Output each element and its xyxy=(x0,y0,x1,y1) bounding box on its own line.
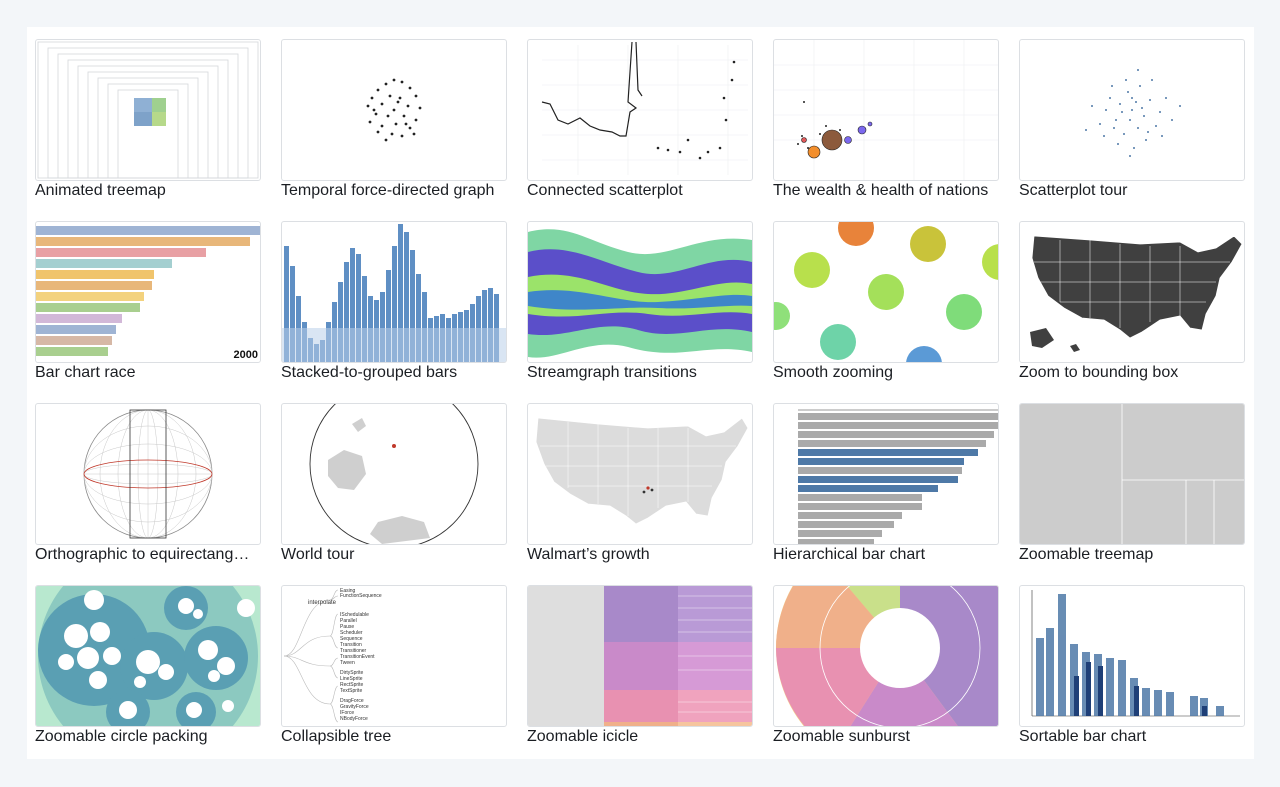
card-title: The wealth & health of nations xyxy=(773,182,989,199)
svg-text:Sequence: Sequence xyxy=(340,636,363,642)
card-temporal-force-directed-graph[interactable]: Temporal force-directed graph xyxy=(281,39,507,209)
svg-text:Transitioner: Transitioner xyxy=(340,648,367,654)
card-title: Zoomable treemap xyxy=(1019,546,1154,563)
card-collapsible-tree[interactable]: interpolate Easing FunctionSequence ISche… xyxy=(281,585,507,755)
card-title: Smooth zooming xyxy=(773,364,894,381)
svg-text:IForce: IForce xyxy=(340,710,354,716)
svg-text:Scheduler: Scheduler xyxy=(340,630,363,636)
card-hierarchical-bar-chart[interactable]: Hierarchical bar chart xyxy=(773,403,999,573)
card-title: Collapsible tree xyxy=(281,728,392,745)
orthographic-thumbnail xyxy=(35,403,261,545)
svg-text:TransitionEvent: TransitionEvent xyxy=(340,654,375,660)
bar-chart-race-thumbnail: 2000 xyxy=(35,221,261,363)
connected-scatterplot-thumbnail xyxy=(527,39,753,181)
svg-text:DirtySprite: DirtySprite xyxy=(340,670,364,676)
stacked-grouped-thumbnail xyxy=(281,221,507,363)
svg-text:TextSprite: TextSprite xyxy=(340,688,362,694)
card-scatterplot-tour[interactable]: Scatterplot tour xyxy=(1019,39,1245,209)
animated-treemap-thumbnail xyxy=(35,39,261,181)
smooth-zooming-thumbnail xyxy=(773,221,999,363)
bar-race-year: 2000 xyxy=(234,349,258,361)
card-title: Hierarchical bar chart xyxy=(773,546,926,563)
wealth-health-thumbnail xyxy=(773,39,999,181)
card-title: Temporal force-directed graph xyxy=(281,182,495,199)
circle-packing-thumbnail xyxy=(35,585,261,727)
zoomable-sunburst-thumbnail xyxy=(773,585,999,727)
svg-text:GravityForce: GravityForce xyxy=(340,704,369,710)
collapsible-tree-thumbnail: interpolate Easing FunctionSequence ISche… xyxy=(281,585,507,727)
card-stacked-to-grouped-bars[interactable]: Stacked-to-grouped bars xyxy=(281,221,507,391)
card-walmarts-growth[interactable]: Walmart’s growth xyxy=(527,403,753,573)
card-connected-scatterplot[interactable]: Connected scatterplot xyxy=(527,39,753,209)
card-title: World tour xyxy=(281,546,355,563)
card-zoomable-sunburst[interactable]: Zoomable sunburst xyxy=(773,585,999,755)
card-streamgraph-transitions[interactable]: Streamgraph transitions xyxy=(527,221,753,391)
card-title: Connected scatterplot xyxy=(527,182,683,199)
force-graph-thumbnail xyxy=(281,39,507,181)
walmart-growth-thumbnail xyxy=(527,403,753,545)
zoomable-icicle-thumbnail xyxy=(527,585,753,727)
svg-text:DragForce: DragForce xyxy=(340,698,364,704)
svg-text:NBodyForce: NBodyForce xyxy=(340,716,368,722)
card-title: Animated treemap xyxy=(35,182,166,199)
svg-text:ISchedulable: ISchedulable xyxy=(340,612,369,618)
zoom-bbox-thumbnail xyxy=(1019,221,1245,363)
card-title: Zoomable circle packing xyxy=(35,728,208,745)
gallery-panel: Animated treemap Temporal force-direc xyxy=(27,27,1254,759)
svg-text:Tween: Tween xyxy=(340,660,355,666)
card-title: Stacked-to-grouped bars xyxy=(281,364,458,381)
svg-text:Easing: Easing xyxy=(340,588,356,594)
card-smooth-zooming[interactable]: Smooth zooming xyxy=(773,221,999,391)
card-title: Zoom to bounding box xyxy=(1019,364,1179,381)
world-tour-thumbnail xyxy=(281,403,507,545)
card-wealth-health-nations[interactable]: The wealth & health of nations xyxy=(773,39,999,209)
card-zoomable-icicle[interactable]: Zoomable icicle xyxy=(527,585,753,755)
card-title: Zoomable sunburst xyxy=(773,728,910,745)
card-title: Orthographic to equirectang… xyxy=(35,546,250,563)
card-orthographic-equirectangular[interactable]: Orthographic to equirectang… xyxy=(35,403,261,573)
card-zoomable-treemap[interactable]: Zoomable treemap xyxy=(1019,403,1245,573)
hierarchical-bar-thumbnail xyxy=(773,403,999,545)
scatterplot-tour-thumbnail xyxy=(1019,39,1245,181)
zoomable-treemap-thumbnail xyxy=(1019,403,1245,545)
svg-text:FunctionSequence: FunctionSequence xyxy=(340,593,382,599)
card-title: Streamgraph transitions xyxy=(527,364,697,381)
streamgraph-thumbnail xyxy=(527,221,753,363)
card-zoom-to-bounding-box[interactable]: Zoom to bounding box xyxy=(1019,221,1245,391)
card-title: Zoomable icicle xyxy=(527,728,639,745)
sortable-bar-thumbnail xyxy=(1019,585,1245,727)
card-world-tour[interactable]: World tour xyxy=(281,403,507,573)
card-zoomable-circle-packing[interactable]: Zoomable circle packing xyxy=(35,585,261,755)
svg-text:Transition: Transition xyxy=(340,642,362,648)
card-title: Bar chart race xyxy=(35,364,136,381)
card-title: Sortable bar chart xyxy=(1019,728,1147,745)
svg-text:Pause: Pause xyxy=(340,624,354,630)
svg-text:Parallel: Parallel xyxy=(340,618,357,624)
svg-text:LineSprite: LineSprite xyxy=(340,676,363,682)
card-bar-chart-race[interactable]: 2000 Bar chart race xyxy=(35,221,261,391)
tree-node-interpolate: interpolate xyxy=(308,600,337,606)
card-animated-treemap[interactable]: Animated treemap xyxy=(35,39,261,209)
svg-text:RectSprite: RectSprite xyxy=(340,682,364,688)
card-title: Walmart’s growth xyxy=(527,546,650,563)
card-title: Scatterplot tour xyxy=(1019,182,1128,199)
card-sortable-bar-chart[interactable]: Sortable bar chart xyxy=(1019,585,1245,755)
